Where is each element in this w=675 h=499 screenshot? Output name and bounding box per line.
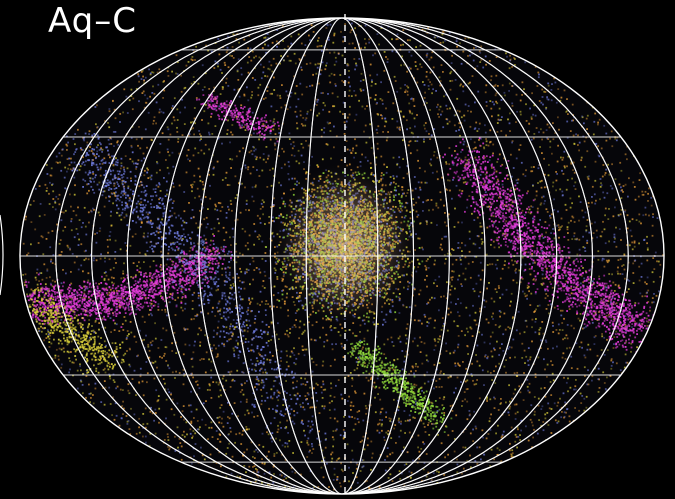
panel-label: Aq–C: [48, 1, 137, 41]
sky-ellipse-border: [19, 17, 665, 495]
neighbor-panel-edge: [0, 214, 4, 296]
